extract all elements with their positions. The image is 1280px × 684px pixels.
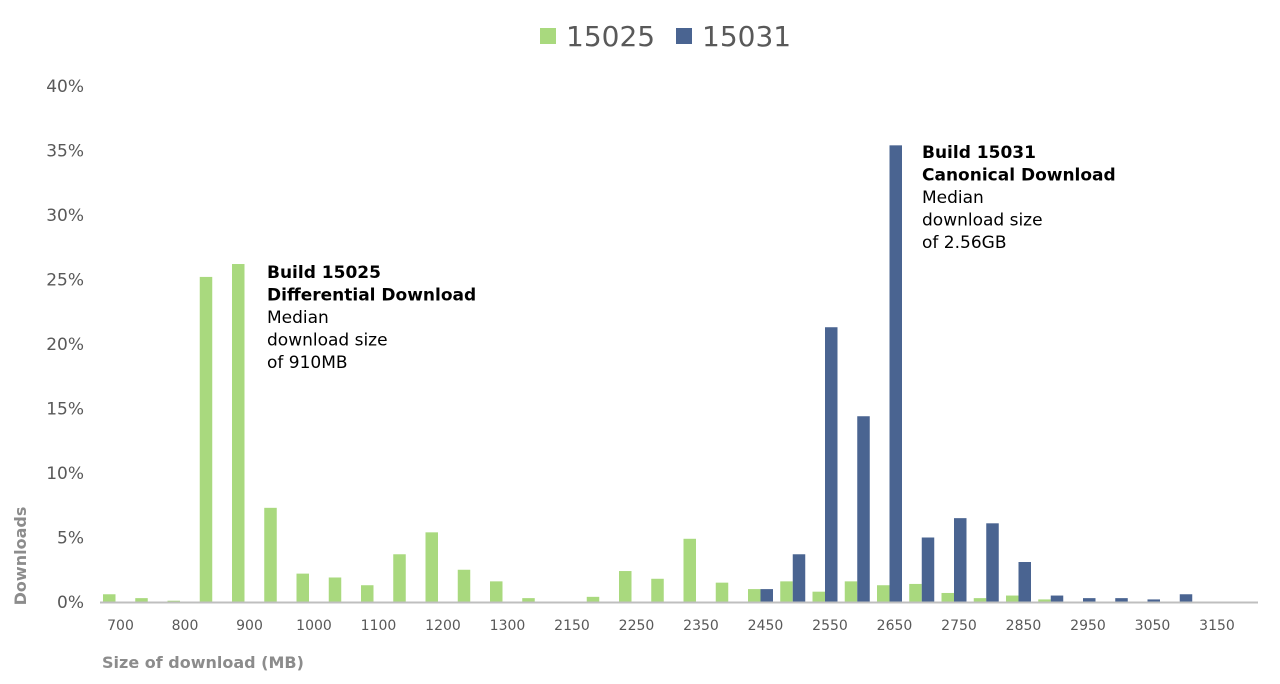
- y-tick-label: 20%: [46, 335, 84, 355]
- bar-15025-2300: [651, 578, 664, 602]
- annotation-line: Median: [267, 308, 329, 328]
- bar-15025-700: [103, 594, 116, 602]
- bar-15031-3050: [1147, 599, 1160, 602]
- bar-15031-2450: [760, 589, 773, 602]
- x-tick-label: 2650: [877, 618, 913, 634]
- x-tick-label: 2150: [554, 618, 590, 634]
- annotation-line: download size: [267, 331, 388, 351]
- x-tick-label: 1200: [425, 618, 461, 634]
- x-tick-label: 2850: [1006, 618, 1042, 634]
- bar-15031-2600: [857, 416, 870, 602]
- bar-15031-2900: [1050, 595, 1064, 602]
- bar-15025-2850: [1006, 595, 1019, 602]
- annotation-line: Differential Download: [267, 286, 476, 306]
- y-tick-label: 15%: [46, 400, 84, 420]
- annotation-line: download size: [922, 211, 1043, 231]
- bar-15025-2600: [844, 581, 858, 602]
- y-tick-label: 30%: [46, 206, 84, 226]
- x-tick-label: 700: [107, 618, 134, 634]
- bar-15025-1050: [328, 577, 342, 602]
- bar-15025-800: [167, 600, 180, 602]
- y-tick-label: 25%: [46, 271, 84, 291]
- x-tick-label: 1000: [296, 618, 332, 634]
- bar-15031-2700: [921, 537, 935, 602]
- legend-label-15025: 15025: [566, 20, 655, 53]
- annotation-line: of 2.56GB: [922, 233, 1006, 253]
- bar-15031-3000: [1115, 598, 1128, 602]
- bar-15025-2500: [780, 581, 793, 602]
- bar-15031-2500: [792, 554, 806, 602]
- x-axis: 700 800 900 1000 1100 1200 1300 2150 2250 2350 245…: [100, 601, 1258, 634]
- y-tick-label: 35%: [46, 142, 84, 162]
- bar-15031-2650: [889, 145, 902, 602]
- x-tick-label: 2350: [683, 618, 719, 634]
- bar-15031-3100: [1179, 594, 1193, 602]
- bar-15031-2750: [954, 518, 967, 602]
- bar-15025-950: [264, 507, 277, 602]
- bar-15025-2350: [683, 538, 696, 602]
- x-tick-label: 3150: [1199, 618, 1235, 634]
- legend: 15025 15031: [540, 20, 791, 53]
- bar-15025-2250: [619, 571, 632, 602]
- bar-15025-850: [199, 276, 213, 602]
- annotation-line: Canonical Download: [922, 166, 1116, 186]
- bar-15025-1000: [296, 573, 309, 602]
- y-axis-title: Downloads: [11, 507, 30, 606]
- bar-15025-1350: [522, 598, 535, 602]
- bar-15025-2700: [909, 583, 922, 602]
- bar-15025-2400: [715, 582, 729, 602]
- y-tick-label: 10%: [46, 464, 84, 484]
- bar-15025-2200: [586, 596, 600, 602]
- y-tick-label: 5%: [57, 529, 84, 549]
- x-tick-label: 1300: [490, 618, 526, 634]
- bar-15031-2950: [1083, 598, 1096, 602]
- bar-15025-1300: [490, 581, 503, 602]
- bar-15025-1250: [457, 569, 471, 602]
- bar-15025-2800: [973, 598, 987, 602]
- x-tick-label: 2750: [941, 618, 977, 634]
- x-tick-label: 1100: [361, 618, 397, 634]
- x-tick-label: 2450: [748, 618, 784, 634]
- legend-swatch-15031: [676, 28, 692, 44]
- bar-15025-2450: [748, 589, 761, 602]
- x-tick-label: 2950: [1070, 618, 1106, 634]
- bar-15025-1200: [425, 532, 438, 602]
- x-tick-label: 3050: [1135, 618, 1171, 634]
- bar-15031-2550: [825, 327, 838, 602]
- annotation-line: Build 15025: [267, 263, 381, 283]
- annotation-line: Build 15031: [922, 143, 1036, 163]
- bar-15025-900: [232, 264, 245, 602]
- y-tick-label: 40%: [46, 77, 84, 97]
- bars: [103, 145, 1193, 602]
- bar-15025-1100: [361, 585, 374, 602]
- x-tick-label: 2550: [812, 618, 848, 634]
- bar-15025-1150: [393, 554, 406, 602]
- annotation-line: Median: [922, 188, 984, 208]
- legend-label-15031: 15031: [702, 20, 791, 53]
- y-tick-label: 0%: [57, 593, 84, 613]
- bar-15031-2800: [986, 523, 999, 602]
- x-tick-label: 2250: [619, 618, 655, 634]
- x-tick-label: 800: [172, 618, 199, 634]
- x-tick-label: 900: [236, 618, 263, 634]
- legend-swatch-15025: [540, 28, 556, 44]
- bar-15025-2550: [812, 591, 825, 602]
- annotation-line: of 910MB: [267, 353, 348, 373]
- bar-15031-2850: [1018, 562, 1031, 602]
- y-axis: 0% 5% 10% 15% 20% 25% 30% 35% 40%: [46, 77, 84, 613]
- bar-15025-2900: [1038, 599, 1051, 602]
- x-axis-title: Size of download (MB): [102, 653, 304, 672]
- bar-15025-2750: [941, 592, 954, 602]
- bar-15025-750: [135, 598, 148, 602]
- bar-15025-2650: [877, 585, 890, 602]
